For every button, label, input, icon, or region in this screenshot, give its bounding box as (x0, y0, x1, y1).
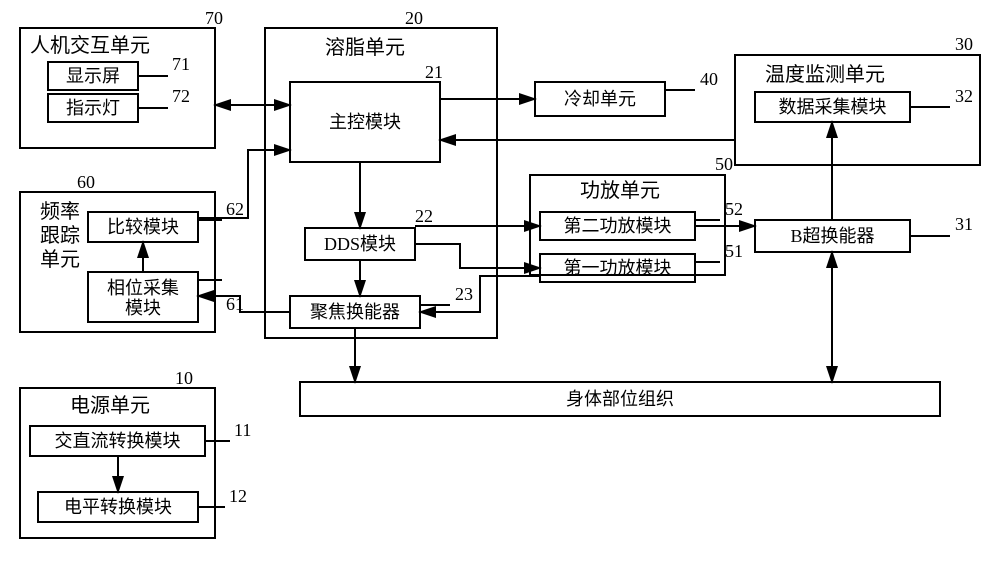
unit-lipo-title: 溶脂单元 (325, 36, 405, 59)
ref-num-71: 71 (172, 54, 190, 74)
mod-phase-label1: 相位采集 (107, 278, 179, 298)
ref-num-40: 40 (700, 69, 718, 89)
ref-num-20: 20 (405, 8, 423, 28)
unit-freq-title-4: 单元 (40, 248, 80, 271)
ref-num-10: 10 (175, 368, 193, 388)
mod-acq-label: 数据采集模块 (779, 97, 887, 117)
mod-lvl-label: 电平转换模块 (64, 497, 172, 517)
arrow-focus-phase (198, 296, 290, 312)
mod-amp1-label: 第一功放模块 (564, 258, 672, 278)
ref-num-50: 50 (715, 154, 733, 174)
unit-cool-title: 冷却单元 (564, 89, 636, 109)
ref-num-62: 62 (226, 199, 244, 219)
ref-num-31: 31 (955, 214, 973, 234)
mod-phase-label2: 模块 (125, 298, 161, 318)
ref-num-70: 70 (205, 8, 223, 28)
unit-freq-title-0: 频率 (40, 200, 80, 223)
ref-num-60: 60 (77, 172, 95, 192)
unit-body-title: 身体部位组织 (566, 389, 674, 409)
unit-hmi-title: 人机交互单元 (30, 34, 150, 57)
ref-num-23: 23 (455, 284, 473, 304)
unit-freq-title-2: 跟踪 (40, 224, 80, 247)
mod-focus-label: 聚焦换能器 (310, 302, 400, 322)
ref-num-12: 12 (229, 486, 247, 506)
ref-num-30: 30 (955, 34, 973, 54)
mod-acdc-label: 交直流转换模块 (55, 431, 181, 451)
mod-bsup-label: B超换能器 (790, 226, 874, 246)
unit-amp-title: 功放单元 (580, 179, 660, 202)
arrow-cmp-mcu (198, 150, 290, 218)
arrow-amp1-focus (420, 276, 540, 312)
ref-num-21: 21 (425, 62, 443, 82)
mod-cmp-label: 比较模块 (107, 217, 179, 237)
ref-num-32: 32 (955, 86, 973, 106)
mod-dds-label: DDS模块 (324, 234, 396, 254)
ref-num-51: 51 (725, 241, 743, 261)
ref-num-72: 72 (172, 86, 190, 106)
arrow-dds-amp1 (415, 244, 540, 268)
unit-power-title: 电源单元 (70, 394, 150, 417)
unit-temp-title: 温度监测单元 (765, 63, 885, 86)
mod-display-label: 显示屏 (66, 66, 120, 86)
ref-num-61: 61 (226, 294, 244, 314)
ref-num-11: 11 (234, 420, 251, 440)
mod-amp2-label: 第二功放模块 (564, 216, 672, 236)
ref-num-52: 52 (725, 199, 743, 219)
ref-num-22: 22 (415, 206, 433, 226)
mod-mcu-label: 主控模块 (329, 112, 401, 132)
mod-led-label: 指示灯 (66, 98, 120, 118)
